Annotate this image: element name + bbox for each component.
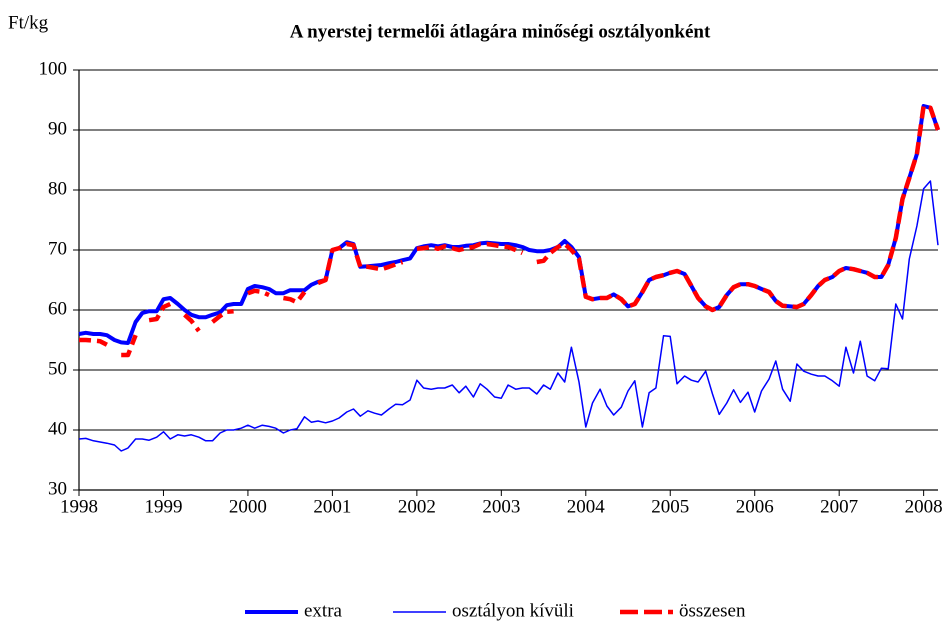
x-tick-label: 2003	[482, 496, 520, 517]
x-tick-label: 2002	[398, 496, 436, 517]
x-tick-label: 2008	[905, 496, 943, 517]
y-tick-label: 30	[48, 478, 67, 499]
y-tick-label: 90	[48, 118, 67, 139]
y-tick-label: 40	[48, 418, 67, 439]
y-tick-label: 60	[48, 298, 67, 319]
series-line	[78, 104, 940, 345]
y-tick-label: 50	[48, 358, 67, 379]
x-tick-label: 2004	[567, 496, 606, 517]
x-tick-label: 2006	[736, 496, 774, 517]
legend-label: osztályon kívüli	[452, 600, 574, 621]
legend-label: extra	[304, 600, 343, 621]
chart-title: A nyerstej termelői átlagára minőségi os…	[290, 21, 711, 42]
y-tick-label: 80	[48, 178, 67, 199]
series-line	[79, 103, 941, 358]
x-tick-label: 2000	[229, 496, 267, 517]
y-tick-label: 100	[39, 58, 68, 79]
legend-label: összesen	[679, 600, 746, 621]
x-tick-label: 2007	[820, 496, 858, 517]
series-line	[78, 180, 939, 452]
y-tick-label: 70	[48, 238, 67, 259]
x-tick-label: 2001	[313, 496, 351, 517]
x-tick-label: 1999	[144, 496, 182, 517]
y-axis-label: Ft/kg	[8, 12, 49, 33]
x-tick-label: 1998	[60, 496, 98, 517]
x-tick-label: 2005	[651, 496, 689, 517]
